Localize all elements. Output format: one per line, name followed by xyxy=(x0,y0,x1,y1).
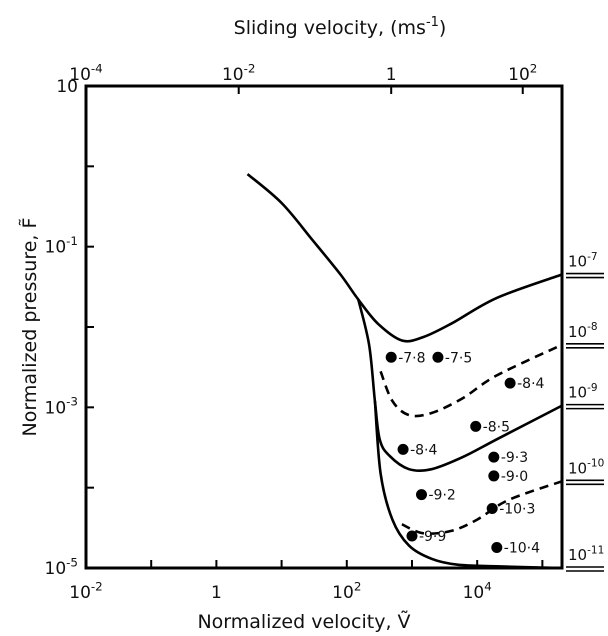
contour-line-2 xyxy=(357,299,563,473)
data-point xyxy=(504,377,516,389)
left-tick-label: 10-5 xyxy=(45,555,79,579)
bottom-tick-label: 102 xyxy=(332,579,361,603)
bottom-tick-label: 104 xyxy=(463,579,492,603)
data-point-label: -8·4 xyxy=(410,442,437,458)
data-point-label: -9·9 xyxy=(419,529,446,545)
data-point xyxy=(491,541,503,553)
x-axis-title: Normalized velocity, Ṽ xyxy=(197,609,410,633)
data-point xyxy=(406,530,418,542)
top-tick-label: 102 xyxy=(508,61,537,85)
y-axis-title: Normalized pressure, F̃ xyxy=(19,218,41,437)
top-tick-label: 10-4 xyxy=(69,61,103,85)
contour-label-4: 10-11 xyxy=(568,544,604,564)
left-tick-label: 10-1 xyxy=(45,234,79,258)
top-tick-label: 10-2 xyxy=(222,61,255,85)
contour-line-3 xyxy=(401,480,563,535)
data-point-label: -10·3 xyxy=(499,502,535,518)
data-point xyxy=(488,470,500,482)
data-point-label: -9·0 xyxy=(501,469,528,485)
contour-line-4 xyxy=(373,400,563,570)
data-point xyxy=(432,351,444,363)
data-point xyxy=(416,489,428,501)
data-point xyxy=(470,420,482,432)
data-point xyxy=(397,443,409,455)
data-point xyxy=(486,503,498,515)
data-point-label: -7·5 xyxy=(445,350,472,366)
contour-label-3: 10-10 xyxy=(568,458,604,478)
data-point-label: -7·8 xyxy=(398,350,425,366)
left-tick-label: 10-3 xyxy=(45,395,79,419)
contour-line-0 xyxy=(246,173,563,343)
contour-line-1 xyxy=(379,343,563,418)
data-point-label: -8·4 xyxy=(517,376,544,392)
left-tick-label: 10 xyxy=(56,77,78,97)
bottom-tick-label: 1 xyxy=(211,583,222,603)
contour-label-0: 10-7 xyxy=(568,251,598,271)
top-axis-title: Sliding velocity, (ms-1) xyxy=(234,15,447,39)
contour-label-2: 10-9 xyxy=(568,382,598,402)
data-point-label: -9·3 xyxy=(501,450,528,466)
data-point xyxy=(385,351,397,363)
data-point-label: -8·5 xyxy=(483,419,510,435)
data-point-label: -9·2 xyxy=(429,488,456,504)
data-point-label: -10·4 xyxy=(504,540,540,556)
plot-frame xyxy=(84,84,564,570)
contour-label-1: 10-8 xyxy=(568,321,598,341)
data-point xyxy=(488,451,500,463)
top-tick-label: 1 xyxy=(386,65,397,85)
bottom-tick-label: 10-2 xyxy=(69,579,103,603)
